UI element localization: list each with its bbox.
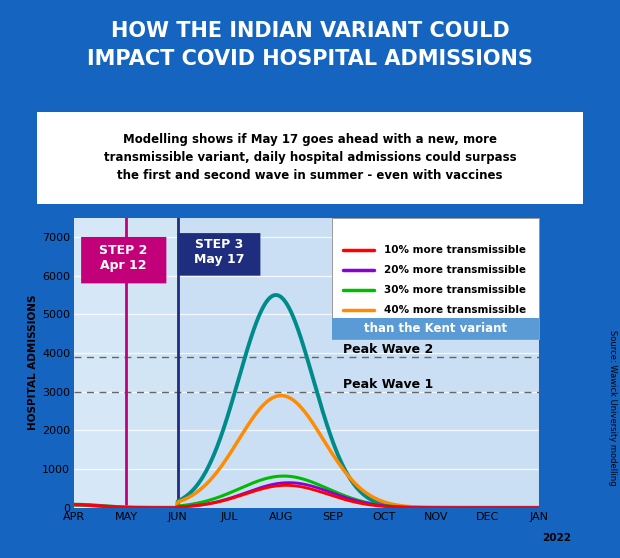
FancyBboxPatch shape	[81, 237, 166, 283]
Text: IMPACT COVID HOSPITAL ADMISSIONS: IMPACT COVID HOSPITAL ADMISSIONS	[87, 49, 533, 69]
Text: STEP 2
Apr 12: STEP 2 Apr 12	[99, 244, 148, 272]
Text: Modelling shows if May 17 goes ahead with a new, more
transmissible variant, dai: Modelling shows if May 17 goes ahead wit…	[104, 133, 516, 182]
Text: Source: Wawick University modelling: Source: Wawick University modelling	[608, 330, 617, 485]
Y-axis label: HOSPITAL ADMISSIONS: HOSPITAL ADMISSIONS	[28, 295, 38, 430]
Bar	[178, 218, 539, 508]
Text: 10% more transmissible: 10% more transmissible	[384, 244, 526, 254]
Text: 20% more transmissible: 20% more transmissible	[384, 264, 526, 275]
Text: than the Kent variant: than the Kent variant	[365, 322, 508, 335]
Text: 30% more transmissible: 30% more transmissible	[384, 285, 526, 295]
Text: HOW THE INDIAN VARIANT COULD: HOW THE INDIAN VARIANT COULD	[110, 21, 510, 41]
Text: 40% more transmissible: 40% more transmissible	[384, 305, 526, 315]
Text: Peak Wave 2: Peak Wave 2	[343, 343, 433, 357]
Text: STEP 3
May 17: STEP 3 May 17	[194, 238, 244, 266]
Bar	[126, 218, 178, 508]
FancyBboxPatch shape	[178, 233, 260, 276]
Text: Peak Wave 1: Peak Wave 1	[343, 378, 433, 391]
Text: 50% more transmissible: 50% more transmissible	[384, 325, 526, 334]
FancyBboxPatch shape	[332, 318, 539, 339]
Text: 2022: 2022	[542, 533, 572, 543]
